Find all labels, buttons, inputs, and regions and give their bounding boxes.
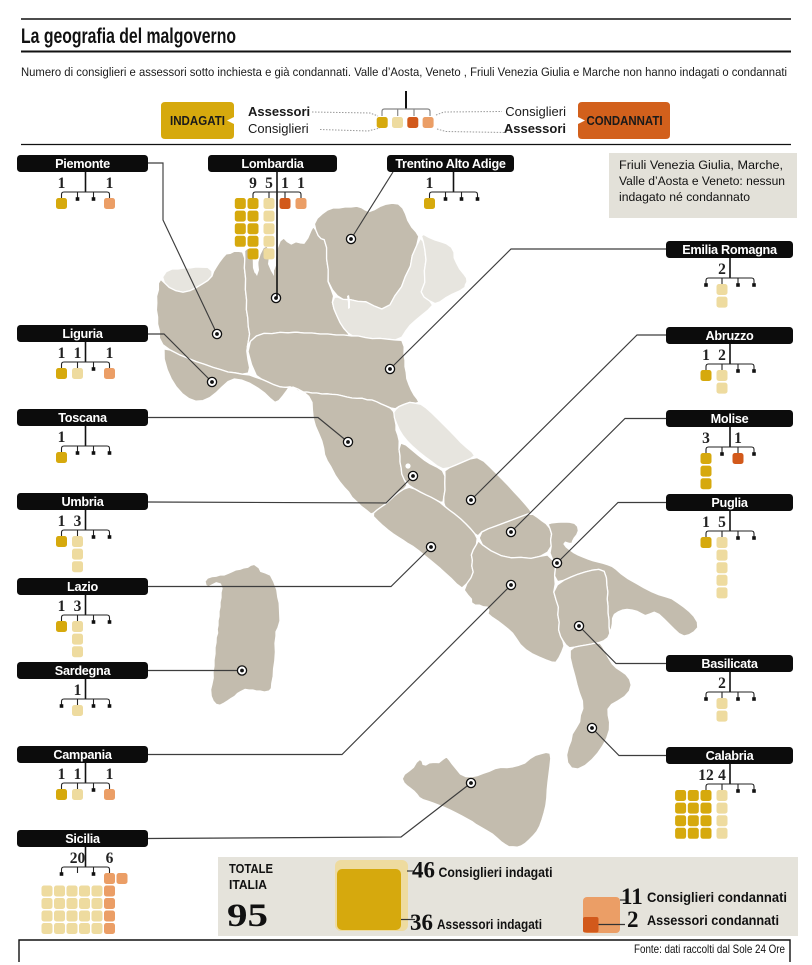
svg-text:1: 1	[58, 513, 66, 530]
svg-text:Umbria: Umbria	[62, 495, 105, 509]
svg-text:20: 20	[70, 850, 86, 867]
svg-text:CONDANNATI: CONDANNATI	[587, 113, 663, 128]
svg-text:1: 1	[281, 175, 289, 192]
svg-text:36: 36	[410, 910, 433, 935]
svg-text:TOTALE: TOTALE	[229, 861, 273, 876]
svg-text:9: 9	[249, 175, 257, 192]
svg-text:INDAGATI: INDAGATI	[170, 113, 225, 128]
svg-text:Piemonte: Piemonte	[55, 157, 110, 171]
svg-text:Assessori: Assessori	[504, 121, 566, 136]
svg-text:95: 95	[227, 898, 268, 934]
svg-text:Assessori indagati: Assessori indagati	[437, 916, 542, 932]
svg-text:3: 3	[702, 430, 710, 447]
svg-text:Lazio: Lazio	[67, 580, 98, 594]
svg-text:5: 5	[718, 514, 726, 531]
svg-text:Liguria: Liguria	[62, 327, 103, 341]
svg-text:ITALIA: ITALIA	[229, 877, 268, 892]
svg-text:Emilia Romagna: Emilia Romagna	[682, 243, 778, 257]
svg-text:5: 5	[265, 175, 273, 192]
svg-text:Fonte: dati raccolti dal Sole: Fonte: dati raccolti dal Sole 24 Ore	[634, 942, 785, 956]
svg-text:2: 2	[627, 907, 639, 932]
svg-text:1: 1	[702, 347, 710, 364]
svg-text:Basilicata: Basilicata	[701, 657, 758, 671]
svg-text:Assessori: Assessori	[248, 104, 310, 119]
svg-text:1: 1	[58, 345, 66, 362]
svg-text:1: 1	[734, 430, 742, 447]
svg-text:1: 1	[58, 175, 66, 192]
svg-text:1: 1	[106, 175, 114, 192]
svg-text:2: 2	[718, 347, 726, 364]
svg-text:1: 1	[297, 175, 305, 192]
svg-text:3: 3	[74, 513, 82, 530]
svg-text:Consiglieri: Consiglieri	[248, 121, 309, 136]
svg-text:Abruzzo: Abruzzo	[706, 329, 754, 343]
svg-text:6: 6	[106, 850, 114, 867]
svg-text:1: 1	[58, 429, 66, 446]
svg-text:Assessori condannati: Assessori condannati	[647, 912, 779, 928]
svg-text:1: 1	[74, 766, 82, 783]
svg-text:Toscana: Toscana	[58, 411, 108, 425]
svg-text:1: 1	[58, 598, 66, 615]
svg-text:1: 1	[58, 766, 66, 783]
svg-text:12: 12	[698, 767, 714, 784]
svg-text:La geografia del malgoverno: La geografia del malgoverno	[21, 25, 236, 48]
svg-text:11: 11	[621, 884, 643, 909]
svg-text:Lombardia: Lombardia	[241, 157, 304, 171]
svg-text:Campania: Campania	[53, 748, 112, 762]
svg-text:2: 2	[718, 675, 726, 692]
svg-text:4: 4	[718, 767, 726, 784]
svg-text:Consiglieri indagati: Consiglieri indagati	[439, 864, 553, 880]
svg-text:Valle d’Aosta e Veneto: nessun: Valle d’Aosta e Veneto: nessun	[619, 174, 785, 188]
svg-text:indagato né condannato: indagato né condannato	[619, 190, 750, 204]
svg-text:2: 2	[718, 261, 726, 278]
svg-text:1: 1	[74, 345, 82, 362]
svg-text:1: 1	[106, 766, 114, 783]
svg-text:Numero di consiglieri e assess: Numero di consiglieri e assessori sotto …	[21, 65, 787, 79]
svg-text:Molise: Molise	[711, 412, 749, 426]
svg-text:Friuli Venezia Giulia, Marche,: Friuli Venezia Giulia, Marche,	[619, 158, 783, 172]
svg-text:46: 46	[412, 858, 435, 883]
svg-text:Sardegna: Sardegna	[55, 664, 112, 678]
svg-text:3: 3	[74, 598, 82, 615]
svg-text:Sicilia: Sicilia	[65, 832, 101, 846]
svg-text:Calabria: Calabria	[706, 749, 755, 763]
svg-text:1: 1	[702, 514, 710, 531]
svg-text:1: 1	[426, 175, 434, 192]
svg-text:Puglia: Puglia	[711, 496, 749, 510]
svg-text:Trentino Alto Adige: Trentino Alto Adige	[395, 157, 506, 171]
svg-text:1: 1	[106, 345, 114, 362]
svg-text:Consiglieri: Consiglieri	[505, 104, 566, 119]
svg-text:Consiglieri condannati: Consiglieri condannati	[647, 889, 787, 905]
svg-text:1: 1	[74, 682, 82, 699]
